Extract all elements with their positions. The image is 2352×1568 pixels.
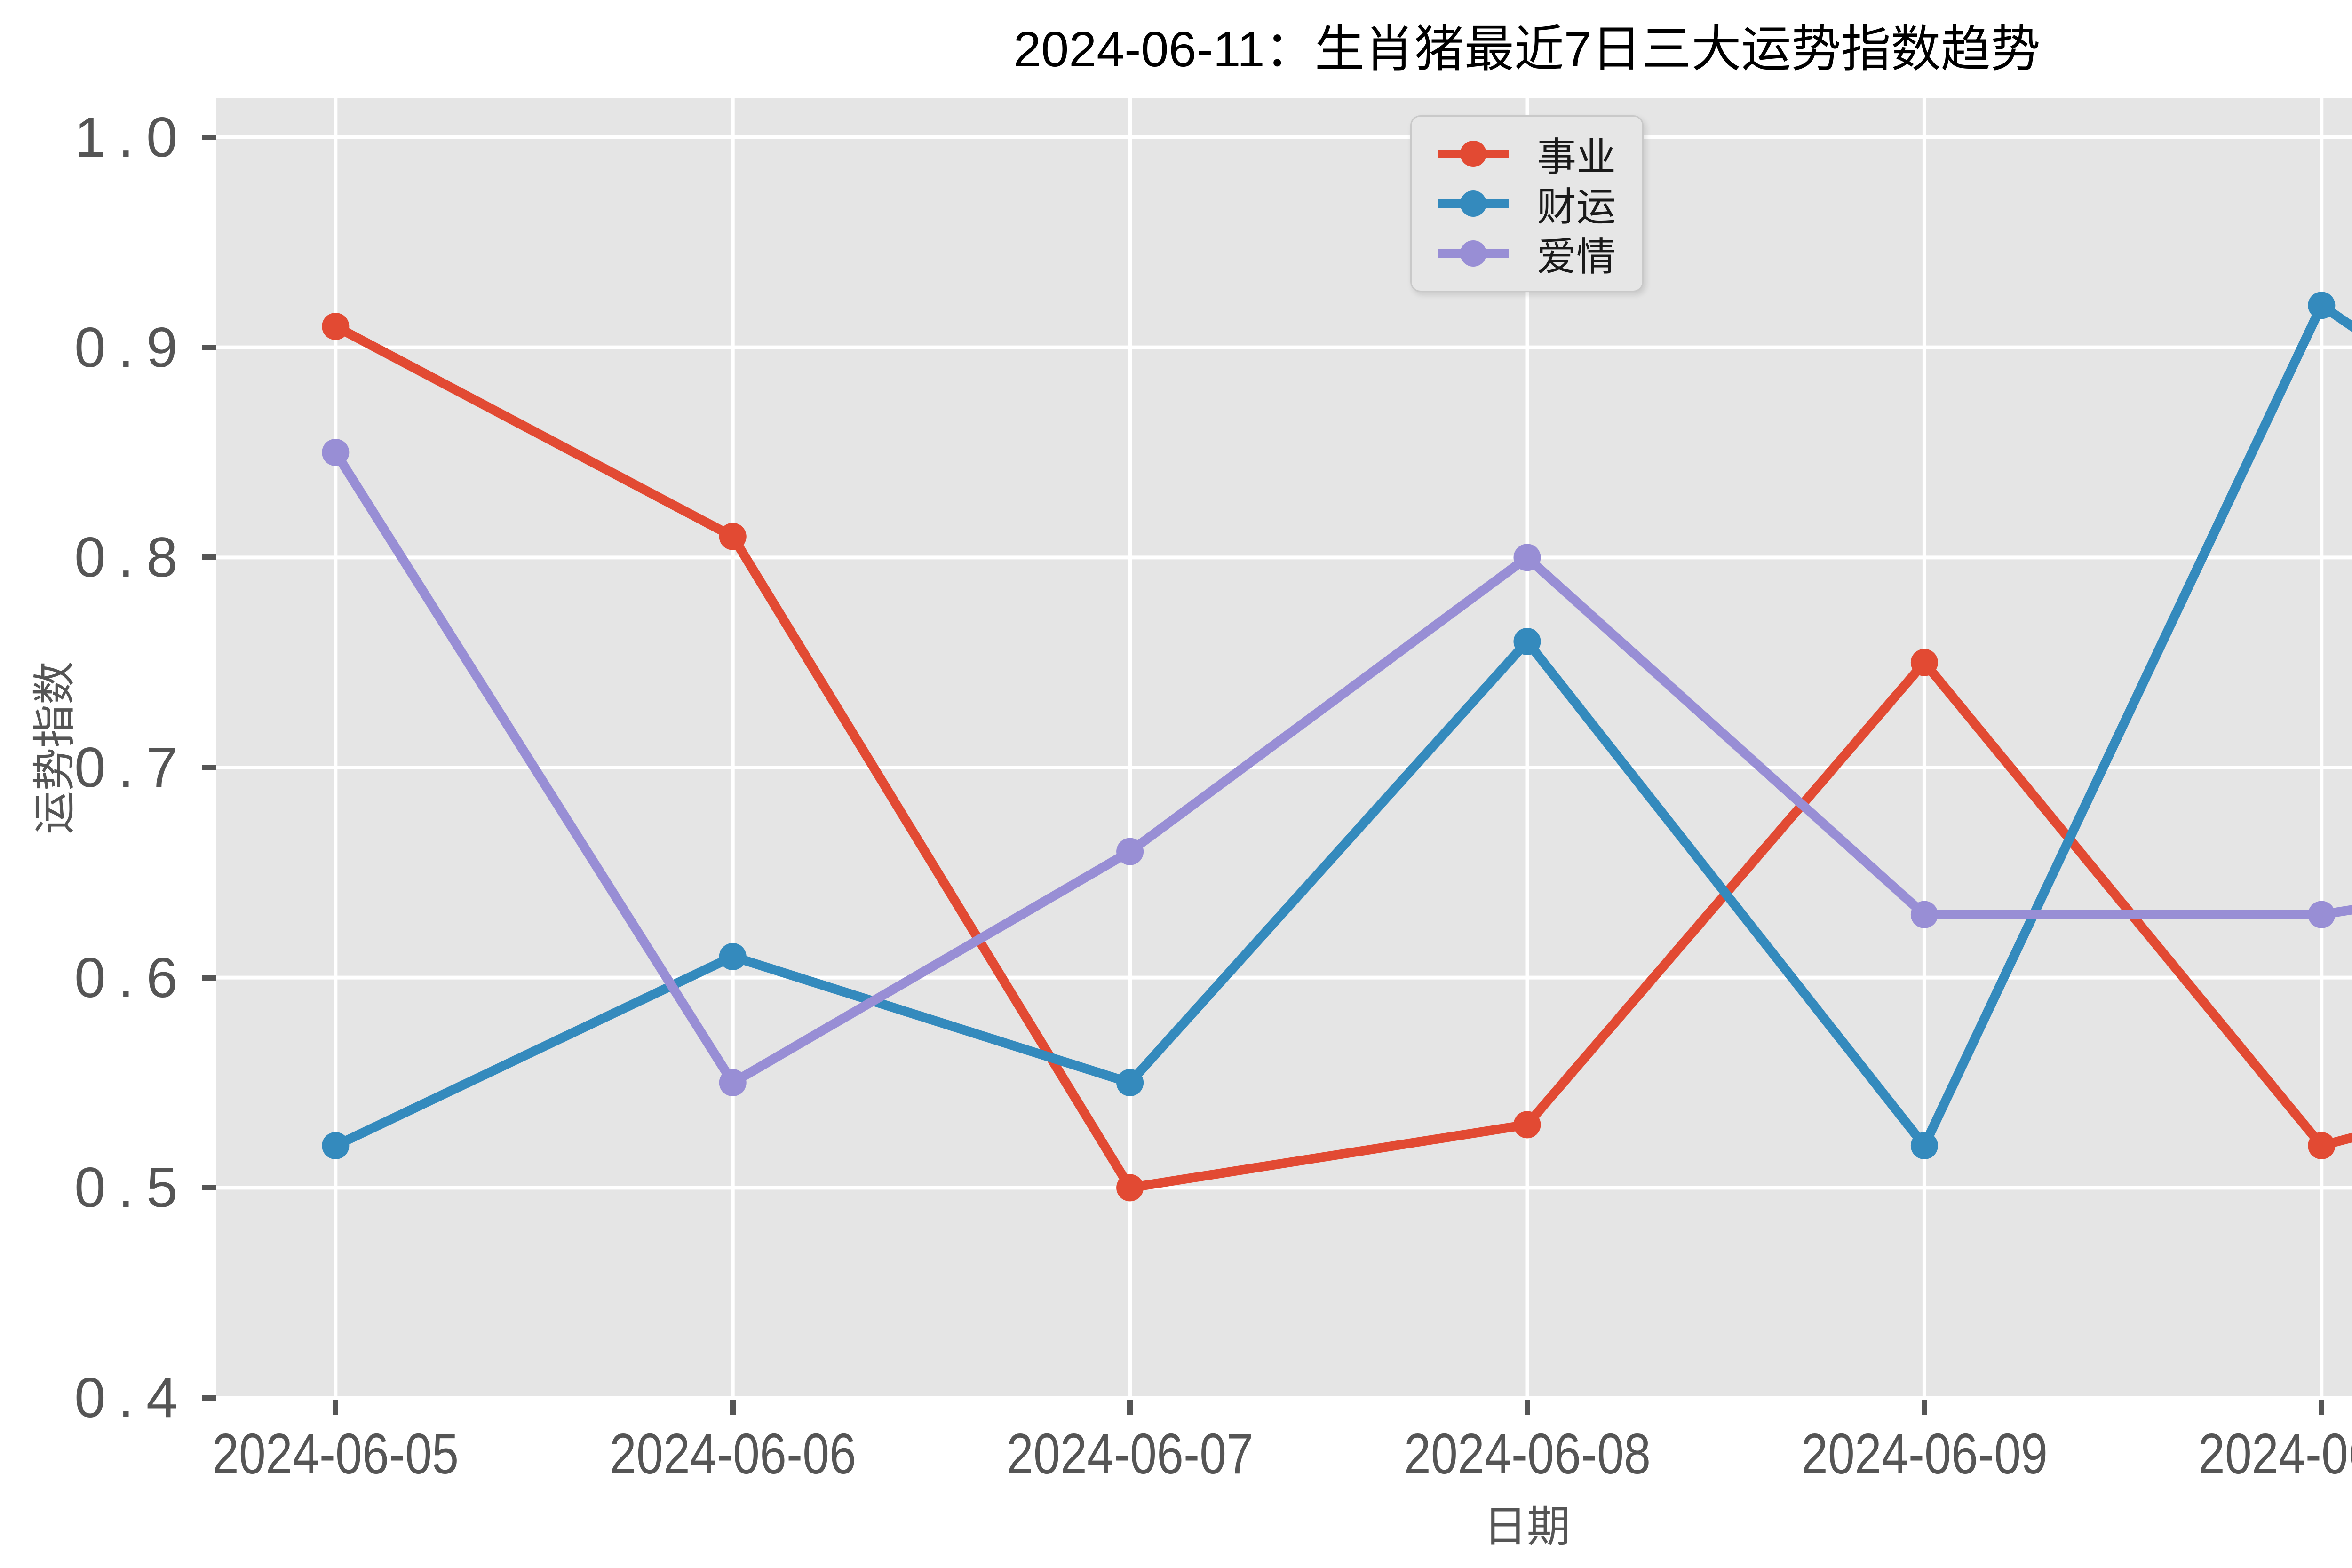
y-tick-label-0.6: 0.6 — [74, 946, 190, 1009]
data-point-爱情-2024-06-09 — [1910, 901, 1938, 928]
data-point-事业-2024-06-09 — [1910, 649, 1938, 676]
y-tick-mark-0.7 — [202, 765, 216, 770]
x-tick-label-2024-06-08: 2024-06-08 — [1404, 1422, 1651, 1486]
y-tick-mark-0.4 — [202, 1395, 216, 1401]
data-point-财运-2024-06-09 — [1910, 1132, 1938, 1159]
data-point-爱情-2024-06-05 — [322, 439, 350, 466]
data-point-爱情-2024-06-07 — [1116, 838, 1144, 865]
x-tick-mark-2024-06-09 — [1921, 1400, 1927, 1415]
x-tick-label-2024-06-05: 2024-06-05 — [212, 1422, 459, 1486]
y-tick-mark-0.6 — [202, 974, 216, 981]
legend-label-财运: 财运 — [1536, 184, 1616, 229]
legend-marker-事业 — [1438, 141, 1509, 167]
x-tick-mark-2024-06-07 — [1127, 1400, 1133, 1415]
legend-item-事业: 事业 — [1438, 129, 1616, 179]
x-tick-label-2024-06-09: 2024-06-09 — [1801, 1422, 2048, 1486]
data-point-财运-2024-06-06 — [719, 943, 747, 970]
series-事业 — [322, 313, 2352, 1202]
data-point-事业-2024-06-10 — [2308, 1132, 2336, 1159]
gridlines — [216, 98, 2352, 1398]
legend-marker-财运 — [1438, 190, 1509, 217]
legend-item-财运: 财运 — [1438, 179, 1616, 229]
x-tick-label-2024-06-10: 2024-06-10 — [2198, 1422, 2352, 1486]
chart-title: 2024-06-11：生肖猪最近7日三大运势指数趋势 — [1013, 22, 2041, 77]
data-point-爱情-2024-06-10 — [2308, 901, 2336, 928]
series-爱情 — [322, 439, 2352, 1096]
plot-area — [216, 98, 2352, 1398]
plot-canvas — [216, 98, 2352, 1398]
y-tick-mark-1.0 — [202, 135, 216, 140]
legend-marker-爱情 — [1438, 240, 1509, 267]
x-tick-label-2024-06-06: 2024-06-06 — [609, 1422, 856, 1486]
data-point-财运-2024-06-07 — [1116, 1069, 1144, 1096]
data-point-爱情-2024-06-08 — [1513, 544, 1541, 571]
y-tick-mark-0.9 — [202, 344, 216, 350]
data-point-事业-2024-06-05 — [322, 313, 350, 340]
y-tick-label-1.0: 1.0 — [74, 106, 190, 169]
y-axis-label: 运势指数 — [31, 661, 79, 835]
y-tick-label-0.7: 0.7 — [74, 736, 190, 799]
legend-label-事业: 事业 — [1536, 135, 1616, 179]
x-tick-mark-2024-06-10 — [2319, 1400, 2325, 1415]
x-axis-label: 日期 — [1483, 1503, 1570, 1551]
data-point-财运-2024-06-10 — [2308, 292, 2336, 319]
legend-item-爱情: 爱情 — [1438, 229, 1616, 279]
data-point-事业-2024-06-08 — [1513, 1111, 1541, 1139]
y-tick-label-0.8: 0.8 — [74, 526, 190, 589]
legend: 事业 财运 爱情 — [1410, 115, 1644, 292]
series-财运 — [322, 292, 2352, 1159]
y-tick-label-0.9: 0.9 — [74, 316, 190, 379]
y-tick-label-0.4: 0.4 — [74, 1366, 190, 1429]
data-point-事业-2024-06-07 — [1116, 1174, 1144, 1202]
x-tick-mark-2024-06-06 — [730, 1400, 736, 1415]
y-tick-label-0.5: 0.5 — [74, 1156, 190, 1220]
y-tick-mark-0.8 — [202, 554, 216, 561]
data-point-财运-2024-06-08 — [1513, 628, 1541, 655]
x-tick-mark-2024-06-08 — [1524, 1400, 1530, 1415]
x-tick-label-2024-06-07: 2024-06-07 — [1006, 1422, 1254, 1486]
data-point-财运-2024-06-05 — [322, 1132, 350, 1159]
x-tick-mark-2024-06-05 — [333, 1400, 339, 1415]
data-point-事业-2024-06-06 — [719, 523, 747, 550]
y-tick-mark-0.5 — [202, 1185, 216, 1191]
legend-label-爱情: 爱情 — [1536, 234, 1616, 279]
data-point-爱情-2024-06-06 — [719, 1069, 747, 1096]
